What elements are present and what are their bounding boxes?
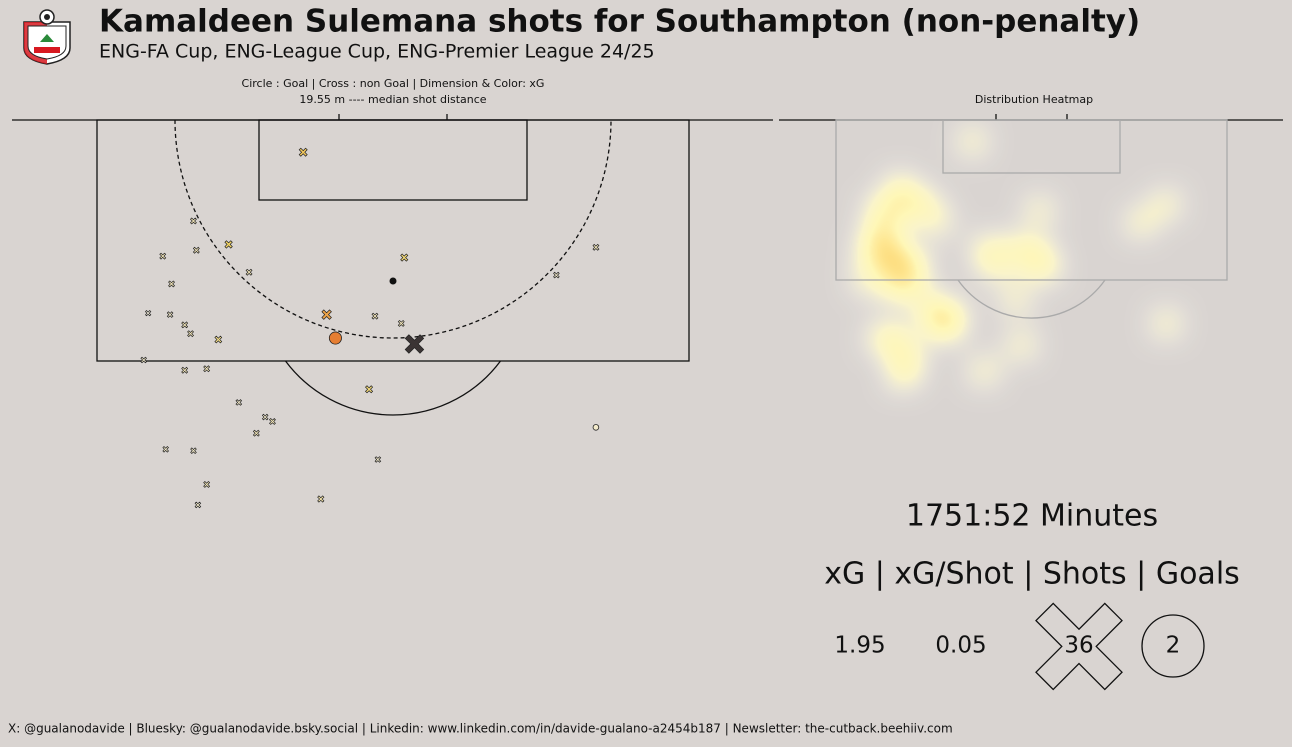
title: Kamaldeen Sulemana shots for Southampton… xyxy=(99,4,1140,40)
heat-point xyxy=(1012,336,1031,355)
heat-point xyxy=(1131,213,1150,232)
heat-point xyxy=(1028,245,1047,264)
heatmap xyxy=(857,132,1176,385)
heat-point xyxy=(1037,259,1056,278)
heat-point xyxy=(857,270,876,289)
shot xyxy=(245,268,253,276)
shot xyxy=(192,246,200,254)
goals-icon xyxy=(1141,614,1205,678)
stat-xg-per-shot: 0.05 xyxy=(935,633,986,659)
shot xyxy=(166,311,174,318)
goal-shot xyxy=(328,331,342,345)
club-crest xyxy=(23,9,71,65)
shot xyxy=(298,147,308,157)
shot xyxy=(190,447,197,454)
heat-point xyxy=(899,275,918,294)
shot xyxy=(214,335,223,344)
shot xyxy=(592,243,600,251)
stat-xg: 1.95 xyxy=(834,633,885,659)
shot xyxy=(404,334,425,354)
shot xyxy=(553,271,560,279)
footer: X: @gualanodavide | Bluesky: @gualanodav… xyxy=(8,722,953,736)
shot xyxy=(203,365,211,373)
heat-point xyxy=(913,193,932,212)
shot xyxy=(400,253,409,262)
heat-point xyxy=(870,201,889,220)
shot xyxy=(181,321,189,329)
heat-point xyxy=(984,255,1003,274)
shot xyxy=(252,429,260,437)
shot xyxy=(203,481,211,488)
shots-icon xyxy=(1035,602,1123,691)
shot xyxy=(364,385,374,394)
heat-point xyxy=(876,219,895,238)
shot xyxy=(162,446,170,453)
heat-point xyxy=(890,177,909,196)
subtitle: ENG-FA Cup, ENG-League Cup, ENG-Premier … xyxy=(99,41,655,63)
heat-point xyxy=(1157,314,1176,333)
heat-point xyxy=(907,256,926,275)
shot xyxy=(181,366,189,374)
shot xyxy=(235,399,243,406)
heatmap-title: Distribution Heatmap xyxy=(975,93,1093,106)
shot xyxy=(371,312,379,320)
heat-point xyxy=(963,132,982,151)
heat-point xyxy=(899,352,918,371)
heat-point xyxy=(1157,195,1176,214)
shot xyxy=(159,252,167,260)
shot xyxy=(374,456,382,463)
shot-pitch xyxy=(12,114,773,416)
shot xyxy=(145,309,152,317)
shot xyxy=(321,309,332,320)
stats-header: xG | xG/Shot | Shots | Goals xyxy=(824,557,1240,592)
heat-point xyxy=(932,318,951,337)
shot xyxy=(397,320,405,327)
shot xyxy=(261,413,269,421)
stat-shots: 36 xyxy=(1064,633,1093,659)
heat-point xyxy=(978,240,997,259)
shots xyxy=(140,147,600,509)
heat-point xyxy=(974,362,993,381)
shot xyxy=(224,240,233,249)
shot xyxy=(168,280,176,288)
minutes: 1751:52 Minutes xyxy=(906,499,1158,534)
median-text: 19.55 m ---- median shot distance xyxy=(299,93,486,106)
heat-point xyxy=(920,298,939,317)
heat-point xyxy=(890,330,909,349)
shot xyxy=(194,501,202,509)
heat-point xyxy=(1030,202,1049,221)
heat-point xyxy=(884,276,903,295)
heat-point xyxy=(1006,289,1025,308)
stat-goals: 2 xyxy=(1166,633,1181,659)
heat-point xyxy=(860,239,879,258)
heat-point xyxy=(888,252,907,271)
heat-point xyxy=(927,211,946,230)
shot xyxy=(189,217,197,225)
shot xyxy=(317,495,325,503)
goal-shot xyxy=(592,424,600,431)
heatmap-pitch xyxy=(779,114,1283,319)
shot xyxy=(140,356,147,364)
heat-point xyxy=(1010,240,1029,259)
heat-point xyxy=(892,197,911,216)
legend-text: Circle : Goal | Cross : non Goal | Dimen… xyxy=(242,77,545,90)
shot xyxy=(187,330,195,338)
shot xyxy=(268,417,276,425)
heat-point xyxy=(872,329,891,348)
heat-point xyxy=(893,366,912,385)
